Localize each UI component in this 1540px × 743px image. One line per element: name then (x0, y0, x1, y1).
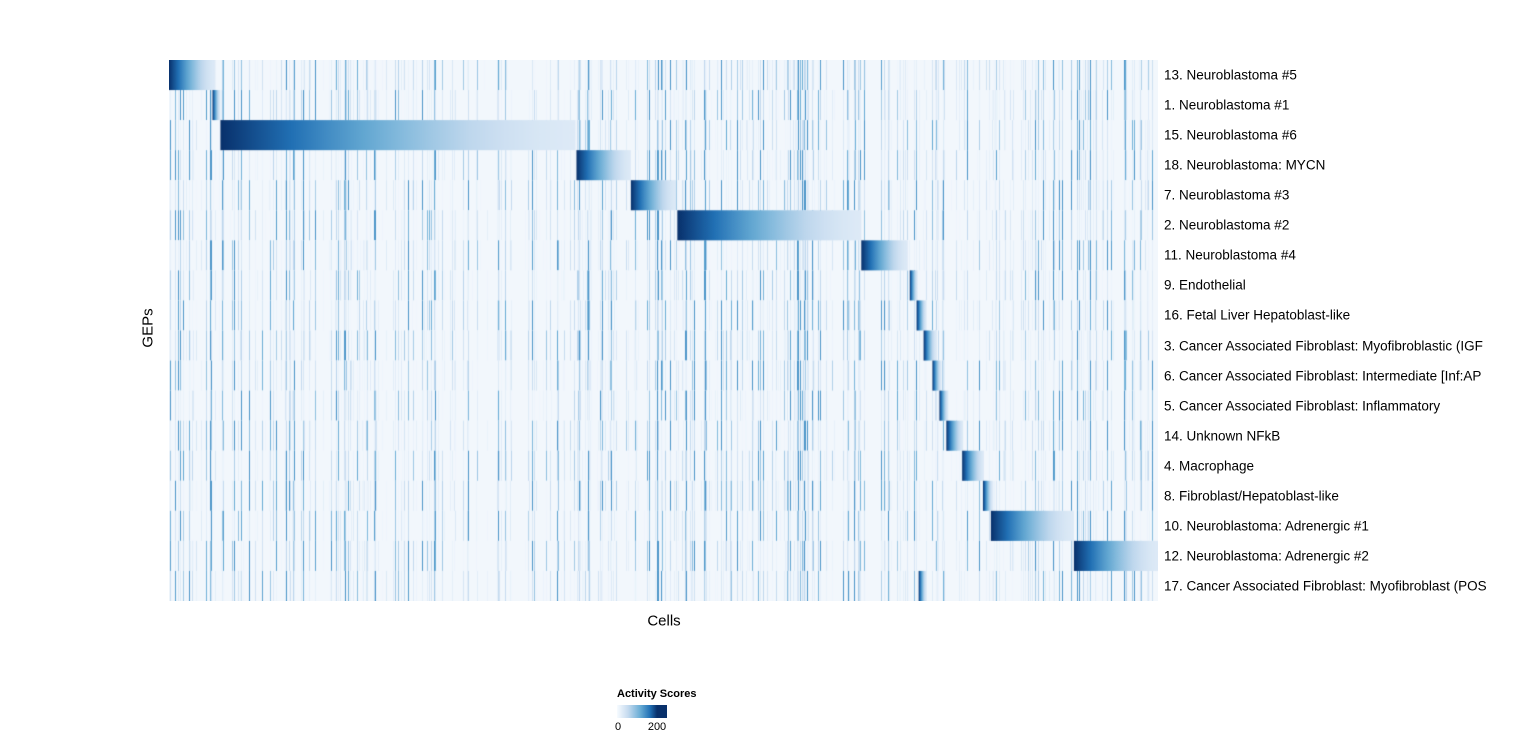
x-axis-label: Cells (647, 612, 681, 630)
legend-title: Activity Scores (617, 688, 697, 700)
row-label: 17. Cancer Associated Fibroblast: Myofib… (1164, 578, 1487, 594)
heatmap-plot-area (169, 60, 1158, 601)
row-label: 18. Neuroblastoma: MYCN (1164, 157, 1326, 173)
heatmap-canvas (169, 60, 1158, 601)
legend-colorbar (617, 705, 667, 718)
row-label: 5. Cancer Associated Fibroblast: Inflamm… (1164, 398, 1441, 414)
legend-tick-max: 200 (647, 721, 667, 733)
row-label: 9. Endothelial (1164, 277, 1246, 293)
row-label: 15. Neuroblastoma #6 (1164, 127, 1297, 143)
row-label: 13. Neuroblastoma #5 (1164, 67, 1297, 83)
row-label: 6. Cancer Associated Fibroblast: Interme… (1164, 368, 1482, 384)
row-label: 1. Neuroblastoma #1 (1164, 97, 1290, 113)
activity-scores-legend: Activity Scores 0 200 (615, 688, 737, 734)
row-label: 14. Unknown NFkB (1164, 428, 1281, 444)
row-label: 3. Cancer Associated Fibroblast: Myofibr… (1164, 338, 1483, 354)
row-label: 2. Neuroblastoma #2 (1164, 217, 1290, 233)
row-label: 4. Macrophage (1164, 458, 1255, 474)
row-label: 11. Neuroblastoma #4 (1164, 247, 1296, 263)
legend-tick-min: 0 (615, 721, 622, 733)
row-label: 10. Neuroblastoma: Adrenergic #1 (1164, 518, 1369, 534)
row-label: 16. Fetal Liver Hepatoblast-like (1164, 307, 1351, 323)
row-labels: 13. Neuroblastoma #5 1. Neuroblastoma #1 1… (1164, 60, 1540, 601)
legend-ticks: 0 200 (615, 721, 737, 734)
row-label: 12. Neuroblastoma: Adrenergic #2 (1164, 548, 1369, 564)
y-axis-label: GEPs (139, 308, 157, 348)
row-label: 8. Fibroblast/Hepatoblast-like (1164, 488, 1339, 504)
row-label: 7. Neuroblastoma #3 (1164, 187, 1290, 203)
